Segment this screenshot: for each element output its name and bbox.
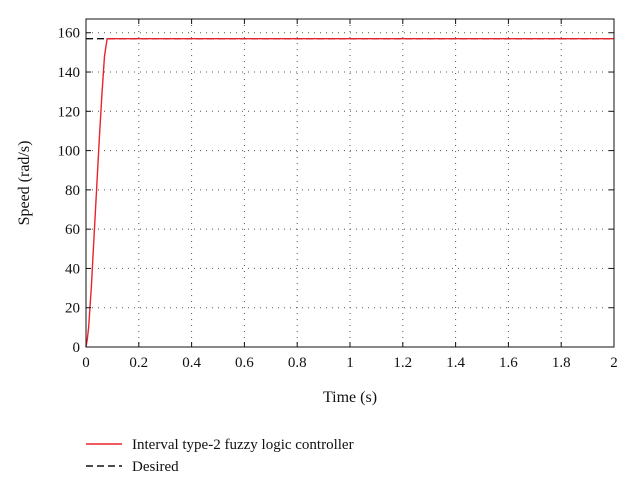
series-layer	[85, 37, 614, 348]
y-tick-label: 20	[65, 301, 80, 317]
y-tick-label: 120	[58, 104, 81, 120]
y-tick-label: 160	[58, 26, 81, 42]
y-tick-label: 40	[65, 261, 80, 277]
x-tick-label: 2	[610, 355, 618, 371]
x-tick-label: 0.8	[288, 355, 307, 371]
x-tick-label: 0.2	[129, 355, 148, 371]
x-tick-label: 0.4	[182, 355, 201, 371]
y-tick-label: 100	[58, 144, 81, 160]
x-tick-label: 1.6	[499, 355, 518, 371]
x-tick-label: 1	[346, 355, 354, 371]
plot-frame	[85, 18, 615, 348]
x-tick-labels: 0 0.2 0.4 0.6 0.8 1 1.2 1.4 1.6 1.8 2	[82, 355, 618, 371]
x-tick-label: 0.6	[235, 355, 254, 371]
legend: Interval type-2 fuzzy logic controller D…	[86, 437, 354, 475]
y-tick-label: 140	[58, 65, 81, 81]
y-tick-label: 80	[65, 183, 80, 199]
x-tick-label: 1.8	[552, 355, 571, 371]
y-tick-labels: 0 20 40 60 80 100 120 140 160	[58, 26, 81, 356]
tick-marks	[85, 19, 615, 348]
legend-label-desired: Desired	[132, 459, 179, 475]
x-axis-title: Time (s)	[323, 389, 377, 406]
legend-label-controller: Interval type-2 fuzzy logic controller	[132, 437, 354, 453]
x-tick-label: 1.4	[446, 355, 465, 371]
grid	[86, 19, 614, 347]
x-tick-label: 1.2	[393, 355, 412, 371]
y-tick-label: 60	[65, 222, 80, 238]
y-tick-label: 0	[73, 340, 81, 356]
x-tick-label: 0	[82, 355, 90, 371]
y-axis-title: Speed (rad/s)	[16, 141, 33, 226]
series-line-controller	[85, 37, 614, 348]
